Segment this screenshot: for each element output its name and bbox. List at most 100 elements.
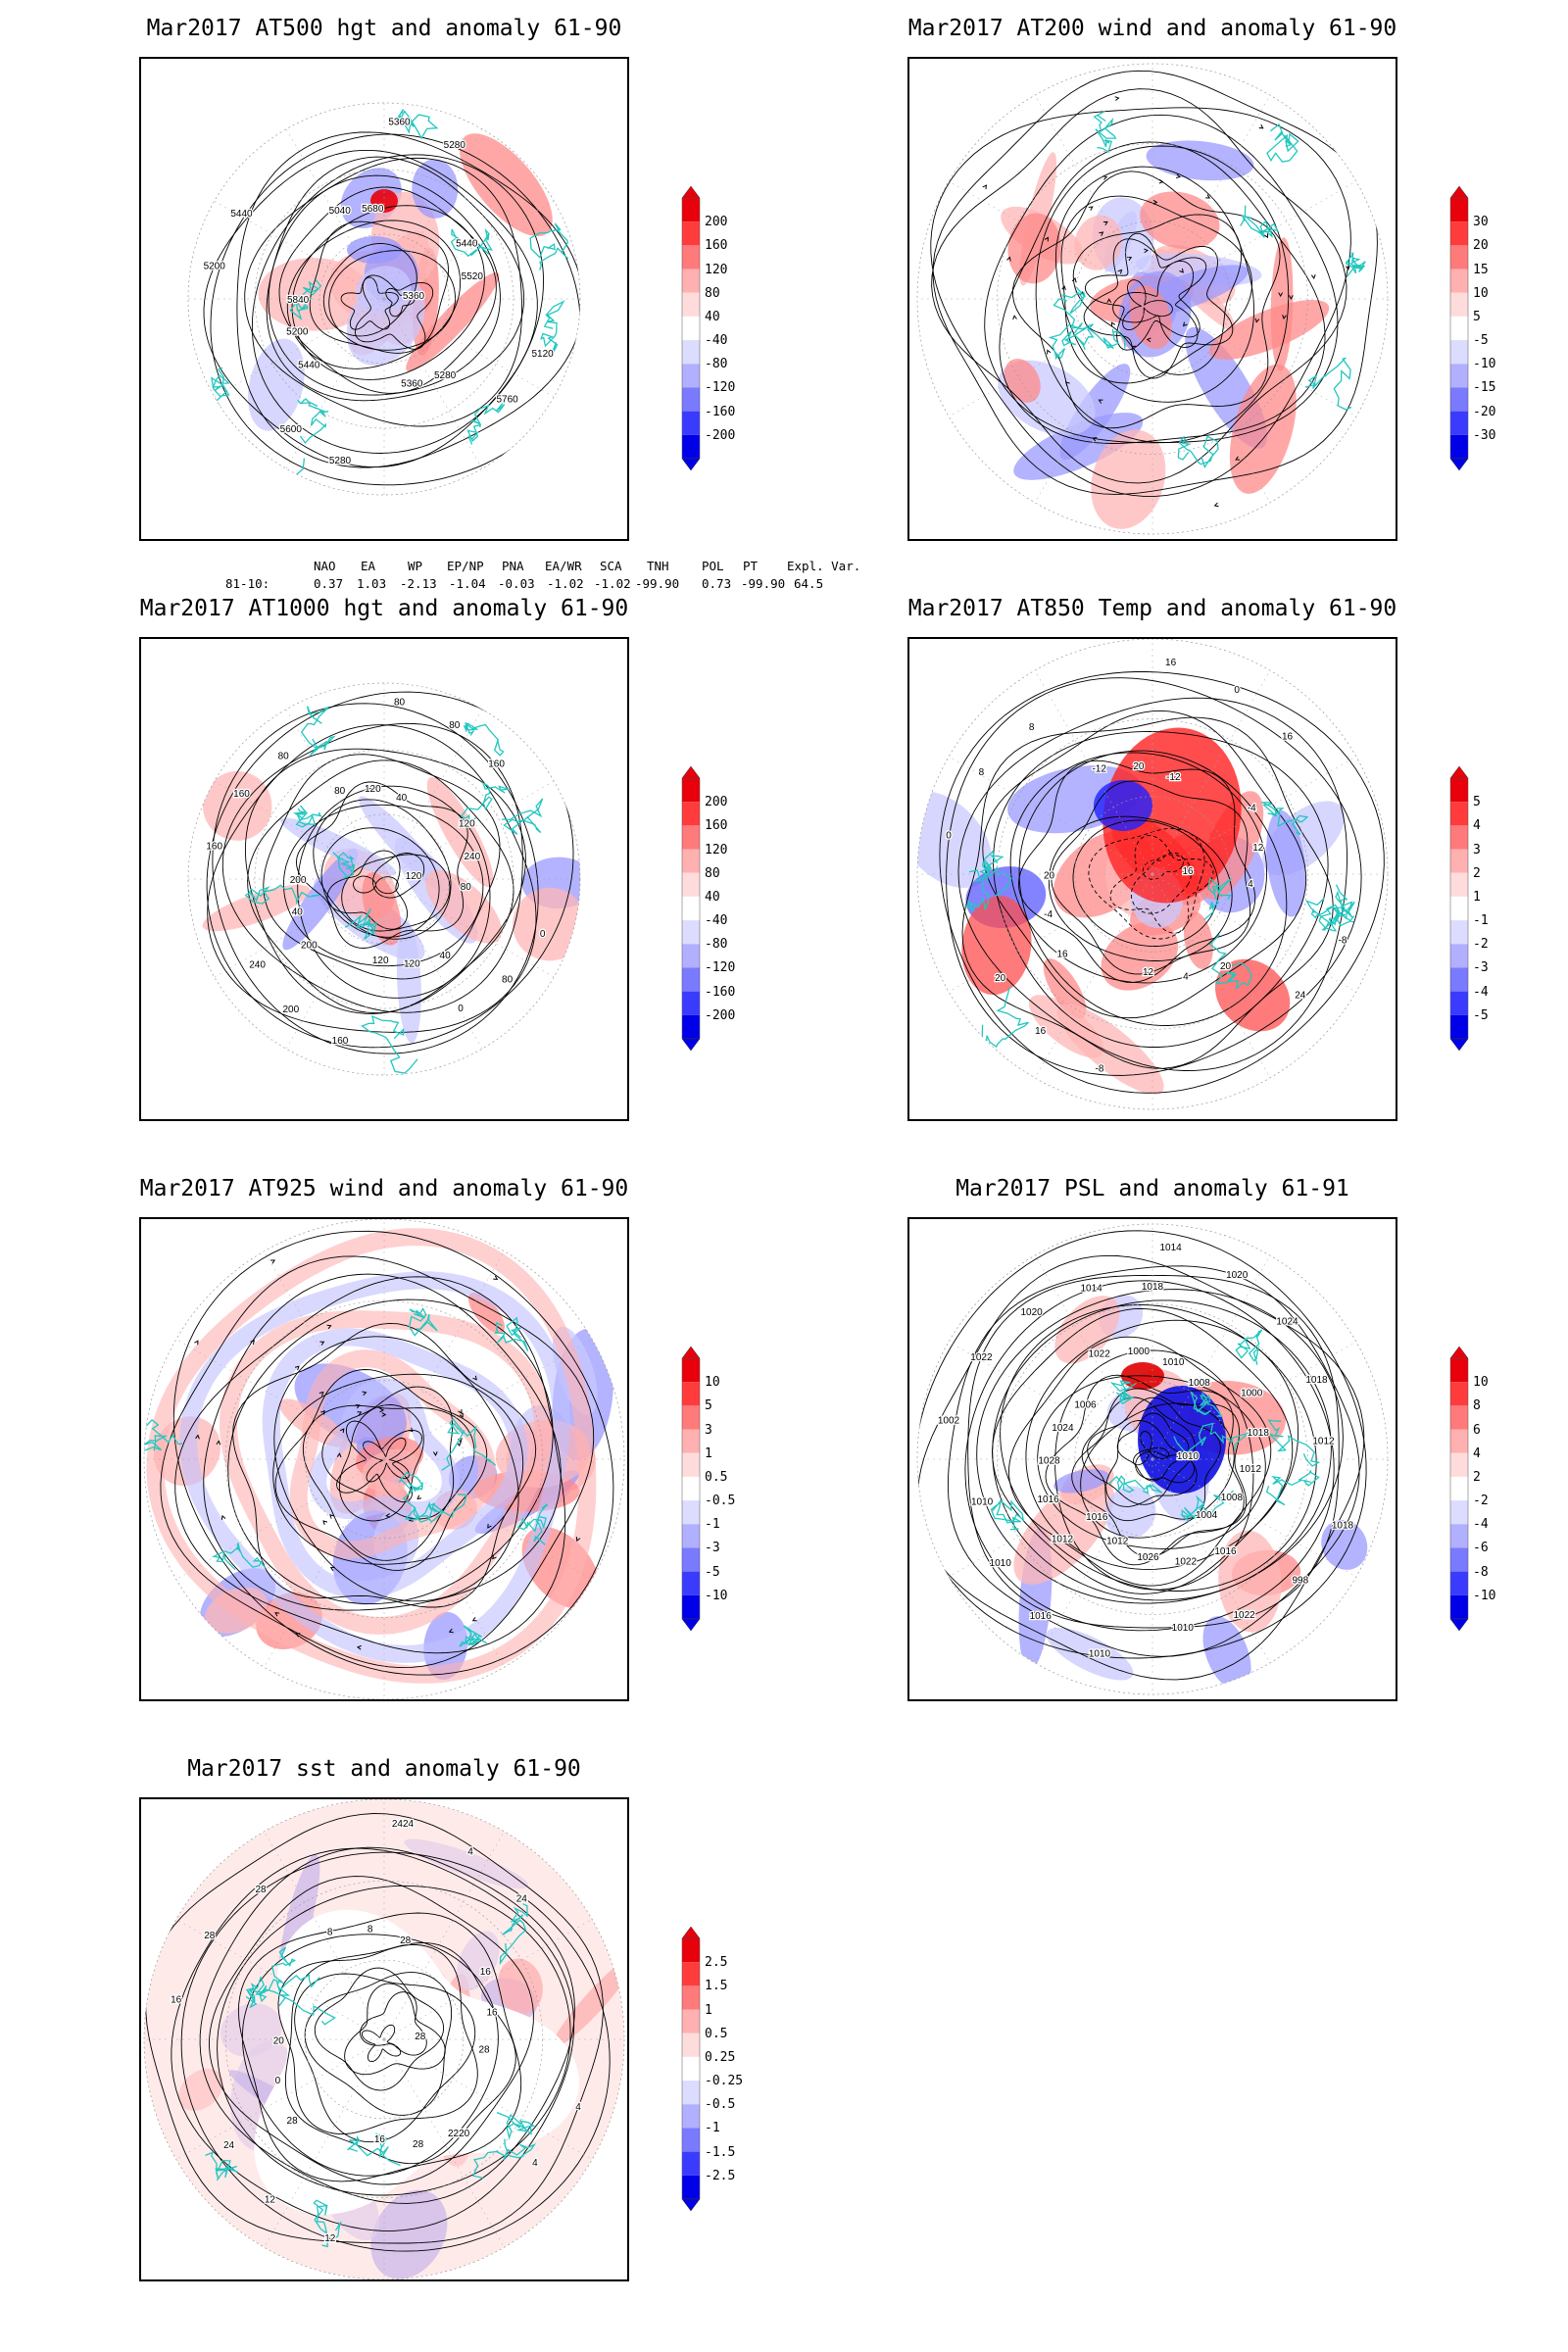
colorbar-swatch (1450, 1405, 1468, 1430)
contour-label: 5360 (401, 379, 423, 390)
colorbar-label: 2 (1473, 1469, 1481, 1485)
anomaly-area (1074, 215, 1123, 270)
contour-label: 1022 (1089, 1349, 1111, 1360)
contour-line (304, 1972, 453, 2116)
wind-arrow (1102, 175, 1108, 180)
coastline (1208, 934, 1253, 991)
value-sca: -1.02 (594, 576, 631, 591)
contour-label: 4 (467, 1846, 473, 1857)
colorbar-label: 10 (1473, 285, 1489, 301)
colorbar: 200 160 120 80 40 -40 -80 -120 -160 -200 (680, 766, 778, 1051)
meridian (175, 1458, 385, 1580)
panel-title: Mar2017 PSL and anomaly 61-91 (956, 1176, 1349, 1201)
colorbar-arrow-top (1449, 186, 1469, 199)
value-eawr: -1.02 (547, 576, 584, 591)
contour-label: 1016 (1030, 1611, 1053, 1622)
contour-label: 16 (486, 2008, 498, 2019)
colorbar-swatch (682, 387, 700, 412)
coastline (496, 2111, 536, 2140)
contour-line (1087, 1396, 1221, 1522)
map-content (917, 639, 1388, 1109)
contour-label: 1012 (1312, 1437, 1335, 1447)
panel-psl: Mar2017 PSL and anomaly 61-91 1010 1012 10… (907, 1174, 1568, 1747)
colorbar-swatch (1450, 1429, 1468, 1453)
coastline (361, 1015, 418, 1074)
colorbar-swatch (682, 920, 700, 945)
anomaly-area (412, 159, 459, 219)
latitude-circle (1074, 796, 1231, 953)
coastline (211, 1543, 267, 1571)
anomaly-area (1054, 1469, 1110, 1494)
colorbar-label: 0.5 (705, 1469, 728, 1485)
wind-arrow (1065, 381, 1070, 386)
contour-label: 1024 (1276, 1317, 1298, 1328)
coastline (1267, 1419, 1321, 1467)
colorbar-label: -10 (705, 1588, 728, 1603)
colorbar-swatch (1450, 198, 1468, 222)
colorbar-label: -20 (1473, 404, 1496, 419)
meridian (1034, 298, 1153, 503)
contour-label: 5840 (287, 295, 310, 306)
contour-label: -4 (1044, 909, 1053, 920)
contour-label: 5440 (298, 360, 320, 370)
contour-label: 80 (449, 720, 461, 731)
colorbar-labels: 200 160 120 80 40 -40 -80 -120 -160 -200 (705, 186, 773, 470)
wind-arrow (1114, 96, 1120, 101)
contour-line (372, 853, 425, 899)
map-content (144, 1799, 624, 2279)
contour-label: 2220 (448, 2129, 470, 2139)
contour-label: 5520 (462, 271, 484, 282)
colorbar-label: -2.5 (705, 2168, 736, 2183)
coastline (289, 278, 322, 321)
wind-arrow (1179, 268, 1184, 273)
colorbar-labels: 5 4 3 2 1 -1 -2 -3 -4 -5 (1473, 766, 1542, 1051)
latitude-circle (997, 1303, 1308, 1615)
colorbar-label: 1.5 (705, 1979, 728, 1994)
contour-line (326, 850, 409, 930)
anomaly-area (961, 896, 1032, 996)
colorbar-scale (681, 186, 701, 470)
contour-label: 28 (204, 1931, 216, 1941)
coastline (1203, 877, 1233, 921)
colorbar-swatch (1450, 411, 1468, 435)
wind-arrow (575, 1537, 581, 1543)
colorbar-labels: 10 5 3 1 0.5 -0.5 -1 -3 -5 -10 (705, 1347, 773, 1631)
contour-label: 5760 (496, 394, 518, 405)
contour-label: 24 (516, 1894, 528, 1905)
meridian (264, 1831, 385, 2040)
polar-map: 28 28 2424 2220 16 16 12 8 4 0 4 28 28 16 12 8 4 20 24 16 28… (143, 1799, 625, 2279)
contour-line (328, 250, 456, 351)
meridian (1034, 1458, 1153, 1663)
map-content (188, 103, 580, 495)
meridian (1152, 1458, 1271, 1663)
contour-label: 0 (458, 1004, 464, 1014)
contour-label: 20 (1133, 761, 1145, 772)
colorbar-swatch (682, 2009, 700, 2034)
colorbar-label: -200 (705, 1007, 736, 1023)
contour-line (203, 149, 538, 468)
coastline (529, 222, 569, 270)
contour-line (1025, 1319, 1299, 1570)
value-epnp: -1.04 (449, 576, 486, 591)
contour-label: 5600 (280, 424, 303, 435)
coastline (1173, 1422, 1250, 1455)
coastline (405, 1493, 468, 1523)
meridian (175, 1919, 385, 2040)
contour-line (1142, 852, 1185, 880)
colorbar-arrow-bottom (1449, 1618, 1469, 1631)
anomaly-area (1056, 1004, 1164, 1095)
header-pna: PNA (502, 559, 524, 573)
contour-label: -8 (1339, 936, 1348, 947)
wind-arrow (982, 184, 987, 190)
contour-label: 4 (575, 2102, 581, 2113)
contour-line (1132, 1431, 1170, 1466)
colorbar-label: -1.5 (705, 2144, 736, 2160)
wind-arrow (1235, 456, 1241, 461)
contour-label: 20 (1220, 961, 1232, 972)
wind-arrow (432, 1451, 438, 1456)
colorbar-swatch (682, 967, 700, 992)
contour-label: 1000 (1128, 1347, 1151, 1357)
colorbar-swatch (1450, 802, 1468, 826)
colorbar-swatch (682, 2104, 700, 2129)
contour-line (273, 1336, 519, 1602)
